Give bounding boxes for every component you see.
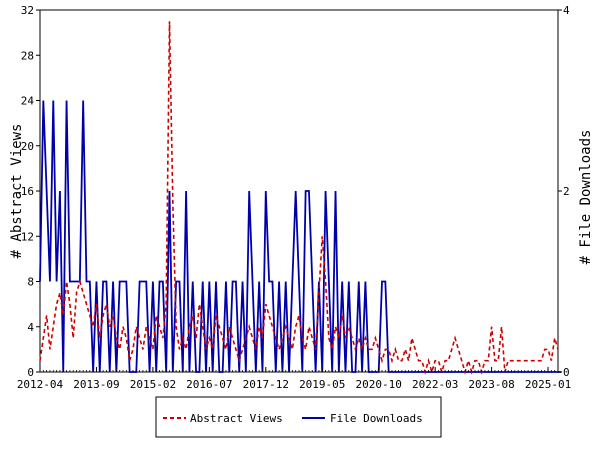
x-tick-label: 2012-04 [17, 378, 64, 391]
left-tick-label: 24 [21, 95, 35, 108]
left-tick-label: 16 [21, 185, 34, 198]
legend-box [155, 396, 442, 438]
x-tick-label: 2016-07 [186, 378, 232, 391]
right-tick-label: 2 [563, 185, 570, 198]
right-tick-label: 0 [563, 366, 570, 379]
legend: Abstract Views File Downloads [155, 396, 442, 438]
left-tick-label: 20 [21, 140, 34, 153]
x-tick-label: 2019-05 [299, 378, 345, 391]
x-tick-label: 2025-01 [525, 378, 571, 391]
left-axis-title: # Abstract Views [9, 124, 25, 259]
right-axis-title: # File Downloads [578, 130, 594, 265]
left-tick-label: 28 [21, 49, 34, 62]
left-tick-label: 0 [27, 366, 34, 379]
x-axis: 2012-04 2013-09 2015-02 2016-07 2017-12 2019-… [17, 367, 571, 391]
legend-label-abstract-views: Abstract Views [190, 412, 283, 425]
x-tick-label: 2022-03 [412, 378, 458, 391]
left-tick-label: 32 [21, 4, 34, 17]
legend-label-file-downloads: File Downloads [330, 412, 423, 425]
left-axis: 0 4 8 12 16 20 24 28 32 [21, 4, 40, 379]
left-tick-label: 12 [21, 230, 34, 243]
x-tick-label: 2015-02 [130, 378, 176, 391]
right-tick-label: 4 [563, 4, 570, 17]
left-tick-label: 4 [27, 321, 34, 334]
x-tick-label: 2023-08 [468, 378, 514, 391]
x-tick-label: 2013-09 [73, 378, 119, 391]
plot-area [39, 9, 559, 373]
left-tick-label: 8 [27, 276, 34, 289]
x-tick-label: 2020-10 [356, 378, 402, 391]
x-tick-label: 2017-12 [243, 378, 289, 391]
right-axis: 0 2 4 [558, 4, 570, 379]
